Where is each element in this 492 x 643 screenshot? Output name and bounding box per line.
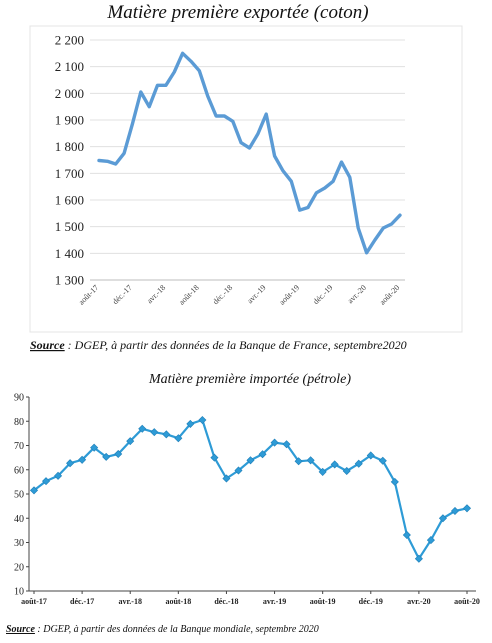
chart-cotton-source-label: Source <box>30 338 65 352</box>
chart-oil-y-tick-label: 60 <box>14 465 24 476</box>
chart-oil-x-tick-label: déc.-17 <box>70 597 94 606</box>
chart-oil-data-point <box>246 456 255 465</box>
chart-cotton-x-tick-label: août-19 <box>277 283 301 307</box>
chart-oil-data-point <box>450 506 459 515</box>
chart-cotton-x-tick-label: août-20 <box>378 283 402 307</box>
chart-oil-data-point <box>210 453 219 462</box>
chart-oil-y-tick-label: 10 <box>14 587 24 598</box>
chart-oil-data-point <box>306 456 315 465</box>
chart-oil-data-point <box>390 477 399 486</box>
chart-oil-y-tick-label: 70 <box>14 441 24 452</box>
chart-oil-data-point <box>234 466 243 475</box>
chart-cotton-y-tick-label: 1 800 <box>55 139 84 154</box>
chart-oil-data-point <box>126 437 135 446</box>
chart-oil-data-point <box>294 457 303 466</box>
chart-oil-data-point <box>414 554 423 563</box>
chart-oil-axes <box>26 396 476 594</box>
chart-oil-y-tick-label: 40 <box>14 514 24 525</box>
chart-oil-title: Matière première importée (pétrole) <box>148 372 351 387</box>
chart-cotton-title: Matière première exportée (coton) <box>106 2 368 23</box>
chart-oil-data-point <box>378 456 387 465</box>
chart-oil-y-tick-label: 80 <box>14 417 24 428</box>
chart-cotton-x-tick-label: avr.-18 <box>145 283 167 305</box>
chart-oil-data-point <box>162 430 171 439</box>
chart-oil-x-tick-label: déc.-19 <box>359 597 383 606</box>
chart-oil-source-text: : DGEP, à partir des données de la Banqu… <box>35 624 319 635</box>
chart-oil-source: Source : DGEP, à partir des données de l… <box>6 624 319 635</box>
chart-oil-data-point <box>114 449 123 459</box>
chart-oil-data-point <box>330 460 339 469</box>
chart-oil-data-point <box>462 504 472 513</box>
chart-oil-x-tick-label: déc.-18 <box>214 597 238 606</box>
chart-oil: Matière première importée (pétrole) 10 20… <box>6 372 480 635</box>
chart-oil-data-point <box>78 455 87 464</box>
chart-cotton-source-text: : DGEP, à partir des données de la Banqu… <box>65 338 407 352</box>
chart-oil-data-point <box>54 471 63 480</box>
chart-oil-y-tick-label: 20 <box>14 562 24 573</box>
chart-cotton-y-tick-label: 1 600 <box>55 193 84 208</box>
chart-oil-data-point <box>342 466 351 475</box>
chart-cotton-x-tick-label: déc.-17 <box>111 283 134 306</box>
chart-oil-data-point <box>258 450 267 459</box>
chart-cotton-y-tick-label: 1 300 <box>55 273 84 288</box>
chart-oil-y-tick-label: 30 <box>14 538 24 549</box>
chart-oil-x-tick-label: août-19 <box>310 597 336 606</box>
chart-oil-data-point <box>318 467 327 476</box>
chart-oil-series-line <box>33 418 468 560</box>
chart-oil-data-point <box>102 452 111 461</box>
chart-cotton-x-tick-label: août-18 <box>177 283 201 307</box>
chart-oil-data-point <box>66 459 75 468</box>
chart-oil-data-point <box>270 438 279 447</box>
chart-cotton-x-tick-label: avr.-20 <box>346 283 368 305</box>
chart-oil-data-point <box>402 530 411 540</box>
chart-oil-x-tick-label: avr.-18 <box>118 597 141 606</box>
chart-oil-x-tick-label: avr.-19 <box>263 597 286 606</box>
chart-oil-data-point <box>90 443 99 452</box>
chart-cotton-y-tick-label: 1 900 <box>55 113 84 128</box>
chart-oil-data-point <box>198 416 207 425</box>
chart-cotton-y-tick-label: 2 100 <box>55 59 84 74</box>
chart-oil-data-point <box>174 434 183 443</box>
chart-oil-x-tick-label: août-18 <box>165 597 191 606</box>
chart-oil-y-tick-label: 90 <box>14 393 24 404</box>
chart-oil-y-tick-label: 50 <box>14 490 24 501</box>
chart-cotton: Matière première exportée (coton) 1 3001… <box>29 2 463 352</box>
chart-oil-data-point <box>42 477 51 486</box>
chart-oil-source-label: Source <box>6 624 35 635</box>
chart-oil-data-point <box>222 474 231 483</box>
chart-cotton-y-tick-label: 1 400 <box>55 246 84 261</box>
chart-oil-y-tick-labels: 10 20 30 40 50 60 70 80 90 <box>14 393 24 598</box>
chart-cotton-x-tick-labels: août-17 déc.-17 avr.-18 août-18 déc.-18 avr.-… <box>77 283 402 307</box>
chart-oil-x-tick-label: août-20 <box>454 597 480 606</box>
chart-cotton-frame <box>29 25 463 333</box>
chart-cotton-y-tick-labels: 1 300 1 400 1 500 1 600 1 700 1 800 1 900 2 000… <box>55 33 84 288</box>
chart-cotton-gridlines <box>90 39 405 281</box>
chart-oil-data-point <box>29 486 39 495</box>
chart-cotton-series-line <box>97 51 402 255</box>
chart-oil-data-point <box>186 419 195 428</box>
chart-cotton-y-tick-label: 2 000 <box>55 86 84 101</box>
chart-cotton-y-tick-label: 2 200 <box>55 33 84 48</box>
chart-oil-markers <box>29 416 472 563</box>
chart-oil-data-point <box>426 536 435 545</box>
chart-cotton-y-tick-label: 1 700 <box>55 166 84 181</box>
chart-oil-data-point <box>438 514 447 523</box>
chart-oil-x-tick-labels: août-17 déc.-17 avr.-18 août-18 déc.-18 avr.-… <box>21 597 480 606</box>
chart-oil-data-point <box>366 451 375 460</box>
chart-cotton-source: Source : DGEP, à partir des données de l… <box>30 338 407 352</box>
chart-oil-x-tick-label: avr.-20 <box>407 597 430 606</box>
chart-oil-x-tick-label: août-17 <box>21 597 47 606</box>
chart-cotton-x-tick-label: déc.-19 <box>311 283 334 306</box>
chart-cotton-y-tick-label: 1 500 <box>55 219 84 234</box>
chart-oil-data-point <box>150 428 159 437</box>
chart-cotton-x-tick-label: déc.-18 <box>211 283 234 306</box>
chart-cotton-x-tick-label: avr.-19 <box>245 283 267 305</box>
chart-oil-data-point <box>354 459 363 468</box>
chart-oil-data-point <box>282 440 291 449</box>
chart-oil-data-point <box>138 424 147 433</box>
